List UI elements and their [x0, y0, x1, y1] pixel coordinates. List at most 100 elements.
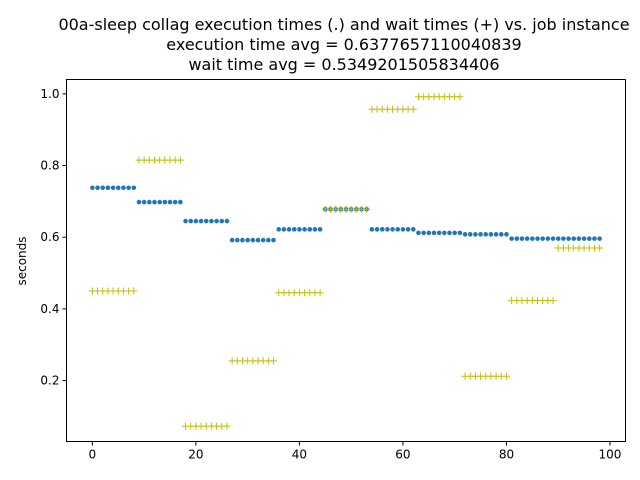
y-axis: 0.2 0.4 0.6 0.8 1.0	[40, 87, 67, 388]
execution-time-point	[374, 227, 380, 232]
execution-time-point	[390, 227, 395, 232]
execution-time-point	[271, 237, 276, 243]
execution-time-point	[442, 230, 447, 236]
plot-frame	[66, 79, 626, 442]
execution-time-point	[141, 199, 147, 205]
execution-time-point	[250, 237, 256, 243]
execution-time-point	[183, 218, 188, 224]
execution-time-point	[504, 232, 509, 237]
execution-time-point	[131, 185, 137, 191]
execution-time-point	[260, 237, 266, 243]
chart-title-line-3: wait time avg = 0.5349201505834406	[188, 55, 499, 74]
execution-time-point	[524, 236, 530, 241]
execution-time-point	[203, 218, 209, 224]
wait-time-point	[502, 372, 510, 380]
y-tick-label: 1.0	[40, 87, 59, 101]
chart-title-line-1: 00a-sleep collag execution times (.) and…	[58, 15, 629, 34]
execution-time-point	[266, 237, 271, 243]
wait-time-point	[596, 244, 604, 252]
execution-time-point	[214, 218, 219, 224]
execution-time-point	[576, 236, 582, 241]
execution-time-point	[462, 232, 468, 237]
execution-time-point	[550, 236, 556, 241]
execution-time-point	[136, 199, 142, 205]
execution-time-point	[188, 218, 194, 224]
execution-time-point	[115, 185, 121, 191]
wait-time-point	[456, 93, 464, 101]
wait-time-point	[549, 297, 557, 305]
execution-time-point	[281, 227, 287, 232]
execution-time-point	[240, 237, 245, 243]
execution-time-point	[566, 236, 571, 241]
execution-time-point	[555, 236, 561, 241]
execution-time-point	[561, 236, 566, 241]
execution-time-point	[483, 232, 489, 237]
execution-time-point	[172, 199, 178, 205]
x-tick-label: 100	[599, 448, 622, 462]
execution-time-point	[379, 227, 385, 232]
y-tick-label: 0.8	[40, 159, 59, 173]
execution-time-point	[514, 236, 520, 241]
execution-time-point	[426, 230, 432, 236]
x-tick-label: 80	[499, 448, 514, 462]
execution-time-point	[291, 227, 297, 232]
execution-time-point	[255, 237, 261, 243]
execution-time-point	[193, 218, 199, 224]
wait-time-point	[363, 205, 371, 213]
x-tick-label: 60	[395, 448, 410, 462]
execution-time-point	[235, 237, 240, 243]
x-tick-label: 40	[292, 448, 307, 462]
execution-time-point	[385, 227, 390, 232]
execution-time-point	[286, 227, 292, 232]
execution-time-point	[545, 236, 551, 241]
execution-time-point	[586, 236, 592, 241]
execution-time-point	[488, 232, 494, 237]
execution-time-point	[421, 230, 426, 236]
execution-time-point	[100, 185, 106, 191]
execution-time-point	[452, 230, 457, 236]
execution-time-point	[162, 199, 168, 205]
execution-time-point	[457, 230, 463, 236]
execution-time-point	[431, 230, 437, 236]
execution-time-point	[245, 237, 250, 243]
execution-time-point	[493, 232, 499, 237]
execution-time-point	[467, 232, 473, 237]
wait-time-point	[130, 287, 138, 295]
execution-time-point	[178, 199, 183, 205]
execution-time-point	[90, 185, 95, 191]
execution-time-point	[400, 227, 406, 232]
execution-time-point	[436, 230, 442, 236]
execution-time-point	[229, 237, 235, 243]
execution-time-point	[152, 199, 157, 205]
execution-time-point	[219, 218, 225, 224]
x-axis: 0 20 40 60 80 100	[89, 441, 622, 462]
y-tick-label: 0.2	[40, 374, 59, 388]
wait-time-point	[223, 422, 231, 430]
execution-time-point	[307, 227, 313, 232]
execution-time-point	[592, 236, 597, 241]
execution-time-point	[597, 236, 602, 241]
execution-time-point	[126, 185, 131, 191]
y-tick-label: 0.6	[40, 230, 59, 244]
y-axis-label: seconds	[15, 236, 29, 285]
execution-time-point	[317, 227, 323, 232]
execution-time-point	[302, 227, 307, 232]
wait-time-point	[316, 289, 324, 297]
execution-time-point	[312, 227, 318, 232]
execution-time-point	[447, 230, 452, 236]
execution-time-point	[395, 227, 401, 232]
execution-time-point	[110, 185, 116, 191]
execution-time-point	[121, 185, 126, 191]
execution-time-point	[416, 230, 421, 236]
execution-time-point	[369, 227, 375, 232]
execution-time-point	[209, 218, 214, 224]
execution-time-point	[530, 236, 535, 241]
execution-time-point	[581, 236, 587, 241]
execution-time-point	[473, 232, 478, 237]
y-tick-label: 0.4	[40, 302, 59, 316]
execution-time-point	[297, 227, 302, 232]
execution-time-point	[571, 236, 577, 241]
chart-title-line-2: execution time avg = 0.6377657110040839	[166, 35, 521, 54]
x-tick-label: 0	[89, 448, 97, 462]
